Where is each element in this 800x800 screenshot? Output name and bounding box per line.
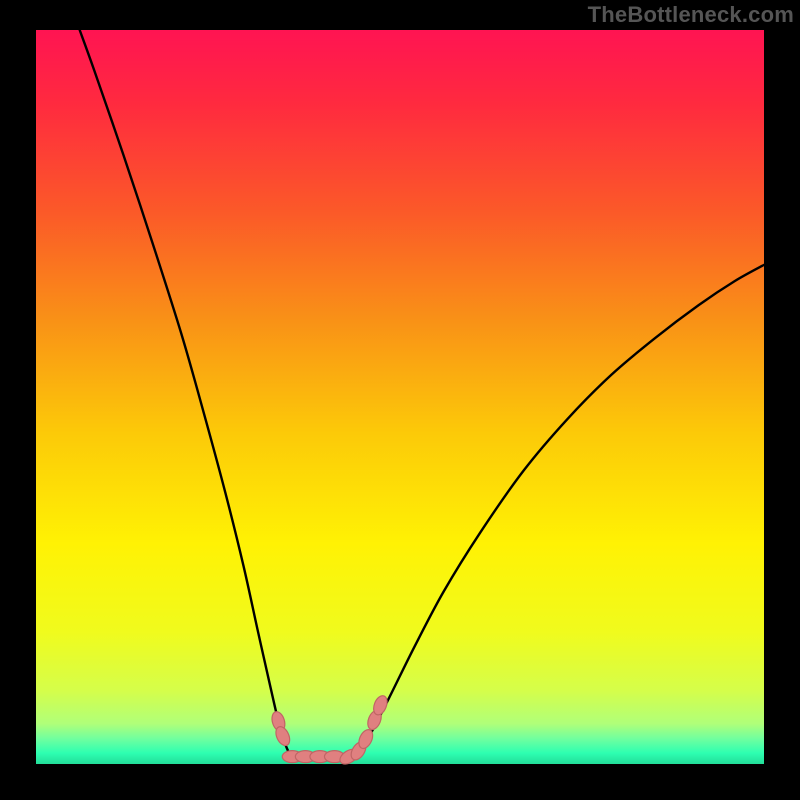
plot-background <box>36 30 764 764</box>
chart-svg <box>0 0 800 800</box>
watermark-text: TheBottleneck.com <box>588 2 794 28</box>
chart-stage: { "watermark": { "text": "TheBottleneck.… <box>0 0 800 800</box>
